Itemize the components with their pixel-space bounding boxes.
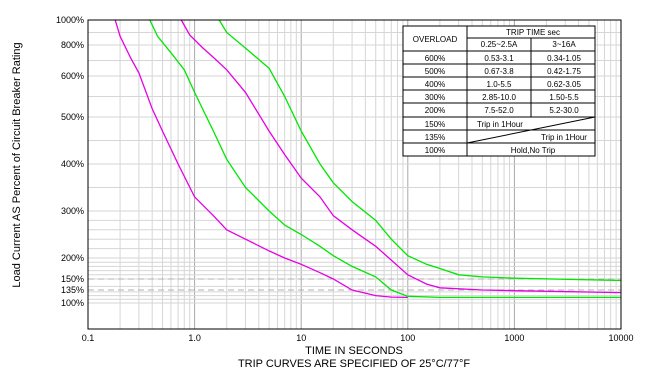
y-axis-title: Load Current AS Percent of Circuit Break… xyxy=(11,42,23,287)
table-135-overload: 135% xyxy=(425,133,445,142)
y-tick-labels: 1000% 800% 600% 500% 400% 300% 200% 150%135% 100… xyxy=(56,15,84,308)
table-subheader-large: 3~16A xyxy=(552,40,576,49)
x-tick-label: 1.0 xyxy=(188,333,201,343)
y-tick-label: 150% xyxy=(61,274,84,284)
y-tick-label: 500% xyxy=(61,112,84,122)
y-tick-label: 1000% xyxy=(56,15,84,25)
x-tick-labels: 0.1 1.0 10 100 1000 10000 xyxy=(82,333,634,343)
y-tick-label: 600% xyxy=(61,71,84,81)
trip-curve-4 xyxy=(218,19,622,282)
y-tick-label: 300% xyxy=(61,206,84,216)
trip-curve-1 xyxy=(114,19,408,299)
y-tick-label: 100% xyxy=(61,298,84,308)
table-cell-overload: 200% xyxy=(425,106,445,115)
table-150-text: Trip in 1Hour xyxy=(477,120,523,129)
x-tick-label: 100 xyxy=(400,333,415,343)
table-cell-overload: 500% xyxy=(425,67,445,76)
plot-frame xyxy=(87,19,622,330)
table-subheader-small: 0.25~2.5A xyxy=(481,40,518,49)
table-cell-overload: 400% xyxy=(425,80,445,89)
table-cell-large: 0.42-1.75 xyxy=(547,67,581,76)
table-cell-overload: 300% xyxy=(425,93,445,102)
table-100-text: Hold,No Trip xyxy=(511,146,556,155)
y-tick-label: 400% xyxy=(61,159,84,169)
table-header-overload: OVERLOAD xyxy=(413,35,458,44)
table-cell-small: 7.5-52.0 xyxy=(484,106,514,115)
x-tick-label: 10000 xyxy=(608,333,633,343)
table-frame xyxy=(402,25,596,157)
x-tick-label: 1000 xyxy=(504,333,524,343)
x-tick-label: 10 xyxy=(296,333,306,343)
table-cell-small: 0.67-3.8 xyxy=(484,67,514,76)
table-cell-overload: 600% xyxy=(425,54,445,63)
trip-curve-3 xyxy=(180,19,622,294)
table-135-text: Trip in 1Hour xyxy=(541,133,587,142)
table-cell-large: 1.50-5.5 xyxy=(549,93,579,102)
table-rows: 600% 0.53-3.1 0.34-1.05 500% 0.67-3.8 0.42-1.… xyxy=(425,54,582,115)
trip-curves xyxy=(114,19,622,299)
table-150-overload: 150% xyxy=(425,120,445,129)
table-header-trip-time: TRIP TIME sec xyxy=(506,28,560,37)
table-diagonal xyxy=(466,116,596,144)
table-cell-large: 5.2-30.0 xyxy=(549,106,579,115)
table-cell-large: 0.34-1.05 xyxy=(547,54,581,63)
y-tick-label: 135% xyxy=(61,285,84,295)
trip-time-table: OVERLOAD TRIP TIME sec 0.25~2.5A 3~16A 6… xyxy=(402,25,596,157)
x-tick-label: 0.1 xyxy=(82,333,95,343)
table-cell-small: 1.0-5.5 xyxy=(487,80,512,89)
table-cell-small: 2.85-10.0 xyxy=(482,93,516,102)
chart-subtitle: TRIP CURVES ARE SPECIFIED OF 25°C/77°F xyxy=(238,358,470,369)
y-tick-label: 800% xyxy=(61,40,84,50)
trip-curve-2 xyxy=(149,19,621,299)
table-cell-large: 0.62-3.05 xyxy=(547,80,581,89)
table-grid-lines xyxy=(403,26,596,156)
table-cell-small: 0.53-3.1 xyxy=(484,54,514,63)
table-100-overload: 100% xyxy=(425,146,445,155)
x-axis-title: TIME IN SECONDS xyxy=(305,345,403,357)
y-tick-label: 200% xyxy=(61,253,84,263)
